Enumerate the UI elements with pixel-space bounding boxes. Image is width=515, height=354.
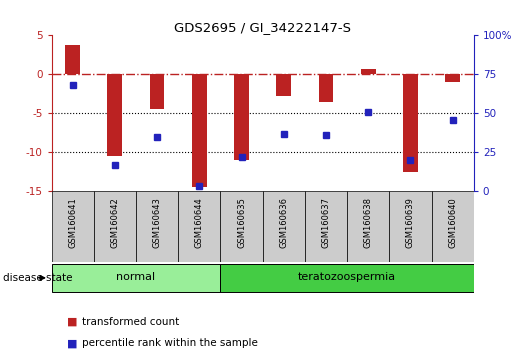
Bar [403, 74, 418, 172]
Text: teratozoospermia: teratozoospermia [298, 272, 396, 282]
Bar [52, 191, 94, 262]
Text: GSM160642: GSM160642 [110, 197, 119, 247]
Bar [319, 74, 333, 102]
Bar [178, 191, 220, 262]
Bar [94, 191, 136, 262]
Text: GSM160636: GSM160636 [279, 197, 288, 248]
Bar [52, 263, 220, 292]
Text: ■: ■ [67, 338, 77, 348]
Bar [150, 74, 164, 109]
Bar [136, 191, 178, 262]
Bar [263, 191, 305, 262]
Bar [65, 45, 80, 74]
Bar [445, 74, 460, 82]
Bar [389, 191, 432, 262]
Bar [347, 191, 389, 262]
Bar [432, 191, 474, 262]
Text: transformed count: transformed count [82, 317, 180, 327]
Text: GSM160639: GSM160639 [406, 197, 415, 248]
Title: GDS2695 / GI_34222147-S: GDS2695 / GI_34222147-S [174, 21, 351, 34]
Text: normal: normal [116, 272, 156, 282]
Text: disease state: disease state [3, 273, 72, 283]
Text: GSM160635: GSM160635 [237, 197, 246, 248]
Bar [361, 69, 375, 74]
Text: GSM160644: GSM160644 [195, 197, 204, 247]
Text: GSM160643: GSM160643 [152, 197, 162, 248]
Text: GSM160641: GSM160641 [68, 197, 77, 247]
Text: GSM160640: GSM160640 [448, 197, 457, 247]
Bar [220, 191, 263, 262]
Text: percentile rank within the sample: percentile rank within the sample [82, 338, 259, 348]
Bar [305, 191, 347, 262]
Text: ■: ■ [67, 317, 77, 327]
Bar [234, 74, 249, 160]
Text: GSM160638: GSM160638 [364, 197, 373, 248]
Bar [277, 74, 291, 96]
Bar [192, 74, 207, 187]
Text: GSM160637: GSM160637 [321, 197, 331, 248]
Bar [220, 263, 474, 292]
Bar [108, 74, 122, 156]
